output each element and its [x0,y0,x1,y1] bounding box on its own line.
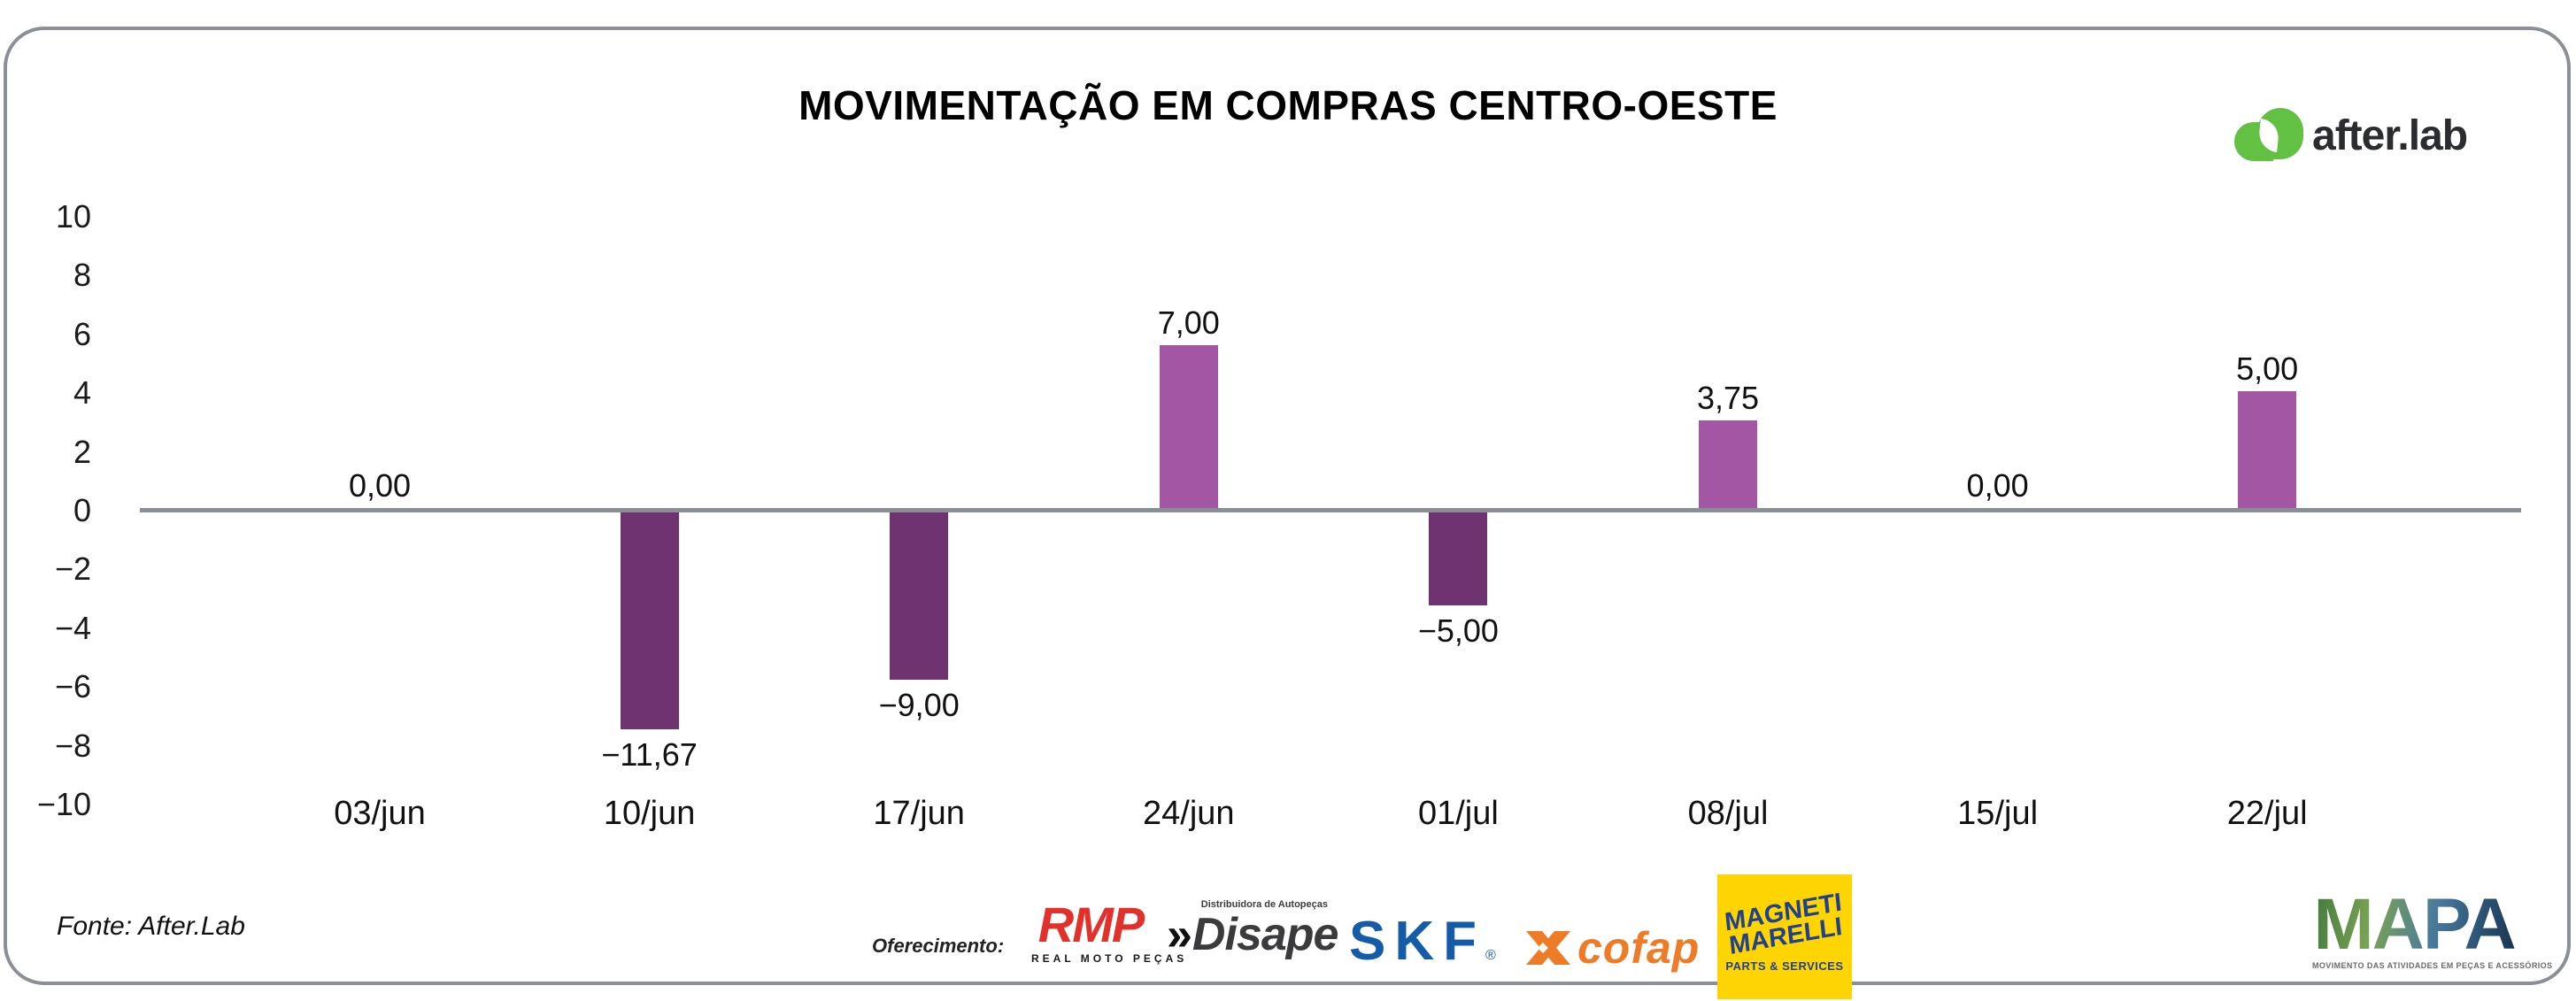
y-axis-tick-label: −10 [36,786,91,822]
sponsor-logo-disape: Distribuidora de Autopeças » Disape [1167,899,1338,960]
magneti-parts-services: PARTS & SERVICES [1725,959,1844,973]
cofap-x-icon [1526,931,1570,965]
bar-08/jul [1699,420,1757,508]
y-axis-tick-label: 6 [73,315,91,352]
source-note: Fonte: After.Lab [57,912,245,941]
bar-value-label: 0,00 [348,467,412,504]
y-axis-tick-label: 0 [73,492,91,528]
sponsors-label: Oferecimento: [872,935,1005,957]
bar-value-label: 5,00 [2236,350,2299,387]
bar-10/jun [620,512,679,729]
y-axis: 10 8 6 4 2 0 −2 −4 −6 −8 −10 [0,0,91,1001]
y-axis-tick-label: −8 [54,727,91,764]
afterlab-brand: after.lab [2234,108,2468,163]
mapa-wordmark: MAPA [2313,884,2516,965]
bar-22/jul [2238,391,2297,508]
sponsor-logo-skf: SKF® [1349,914,1496,969]
y-axis-tick-label: 2 [73,433,91,470]
bar-17/jun [890,512,949,680]
rmp-wordmark: RMP [1037,897,1145,952]
x-axis-label: 17/jun [873,795,965,832]
afterlab-wordmark: after.lab [2312,112,2468,159]
bar-value-label: −11,67 [601,736,698,773]
y-axis-tick-label: −6 [54,668,91,705]
bar-value-label: 3,75 [1696,380,1760,416]
y-axis-tick-label: 4 [73,374,91,412]
x-axis-label: 08/jul [1687,795,1769,832]
x-axis-label: 24/jun [1143,795,1235,832]
disape-tagline: Distribuidora de Autopeças [1200,899,1328,910]
bar-value-label: 7,00 [1157,304,1220,341]
y-axis-tick-label: 10 [55,198,91,235]
sponsor-logo-mapa: MAPA MOVIMENTO DAS ATIVIDADES EM PEÇAS E… [2312,884,2553,971]
sponsor-logo-magneti-marelli: MAGNETI MARELLI PARTS & SERVICES [1717,874,1852,999]
sponsor-logo-rmp: RMP REAL MOTO PEÇAS [1031,897,1188,966]
bar-value-label: −9,00 [878,687,960,723]
bar-value-label: 0,00 [1966,467,2029,504]
skf-registered-mark: ® [1485,948,1496,963]
afterlab-logo-icon [2234,108,2303,163]
magneti-wordmark: MAGNETI MARELLI [1724,889,1846,961]
x-axis-label: 15/jul [1957,795,2039,832]
bar-24/jun [1159,345,1218,508]
x-axis-label: 22/jul [2226,795,2308,832]
disape-wordmark: Disape [1192,909,1339,960]
mapa-tagline: MOVIMENTO DAS ATIVIDADES EM PEÇAS E ACES… [2312,961,2553,970]
bar-value-label: −5,00 [1417,612,1499,649]
bar-01/jul [1429,512,1488,605]
card-border [4,27,2571,985]
y-axis-tick-label: 8 [73,257,91,294]
y-axis-tick-label: −4 [54,609,91,646]
skf-wordmark: SKF [1349,911,1485,972]
y-axis-tick-label: −2 [54,551,91,588]
x-axis-label: 03/jun [334,795,426,832]
chart-title: MOVIMENTAÇÃO EM COMPRAS CENTRO-OESTE [798,82,1778,128]
x-axis-label: 01/jul [1417,795,1499,832]
x-axis-label: 10/jun [603,795,696,832]
disape-chevrons-icon: » [1167,909,1192,960]
rmp-tagline: REAL MOTO PEÇAS [1031,952,1188,965]
sponsor-logo-cofap: cofap [1524,922,1700,974]
cofap-wordmark: cofap [1577,923,1701,973]
zero-baseline [140,508,2521,512]
